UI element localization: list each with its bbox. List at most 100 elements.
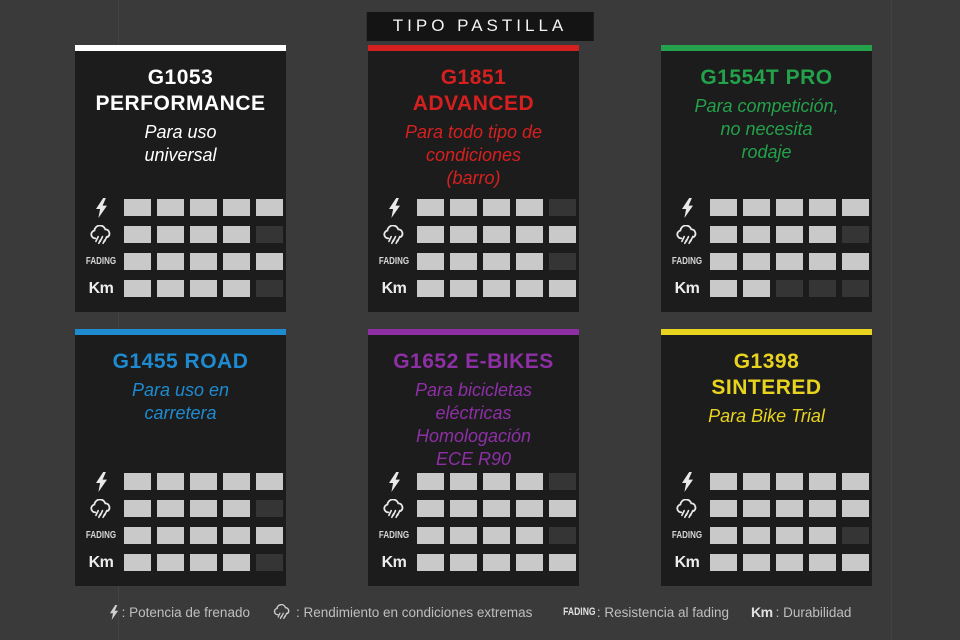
legend-item-label: : Potencia de frenado: [121, 604, 250, 620]
rating-square: [743, 500, 770, 517]
rain-icon: [374, 498, 414, 519]
fading-label: FADING: [85, 530, 117, 541]
rating-square: [124, 253, 151, 270]
rating-squares: [417, 527, 576, 544]
rating-square: [516, 500, 543, 517]
pad-card: G1455 ROAD Para uso en carretera FA: [75, 329, 286, 586]
card-title: G1851 ADVANCED: [412, 66, 535, 116]
rating-square: [157, 226, 184, 243]
lightning-icon: [81, 471, 121, 492]
card-accent-bar: [661, 329, 872, 335]
rating-row-fading: FADING: [81, 527, 286, 544]
rating-square: [417, 280, 444, 297]
lightning-icon: [109, 604, 119, 620]
rain-icon: [667, 498, 707, 519]
card-accent-bar: [368, 45, 579, 51]
legend-item-wet: : Rendimiento en condiciones extremas: [272, 604, 532, 620]
rating-row-power: [667, 197, 872, 218]
rating-square: [223, 500, 250, 517]
rating-square: [842, 253, 869, 270]
pad-card: G1652 E-BIKES Para bicicletas eléctricas…: [368, 329, 579, 586]
lightning-icon: [374, 471, 414, 492]
rating-square: [483, 199, 510, 216]
rating-square: [450, 473, 477, 490]
rating-square: [776, 554, 803, 571]
rating-square: [483, 253, 510, 270]
rating-square: [450, 500, 477, 517]
rating-square: [483, 500, 510, 517]
rating-row-wet: [374, 498, 579, 519]
card-subtitle: Para Bike Trial: [708, 406, 825, 427]
rating-square: [809, 226, 836, 243]
rating-square: [776, 500, 803, 517]
rating-square: [190, 500, 217, 517]
rating-square: [157, 280, 184, 297]
rating-square: [516, 280, 543, 297]
rating-squares: [417, 253, 576, 270]
legend-item-label: : Resistencia al fading: [596, 604, 729, 620]
rating-squares: [124, 226, 283, 243]
rating-square: [842, 473, 869, 490]
ratings-table: FADING Km: [661, 471, 872, 571]
rating-square: [256, 554, 283, 571]
pad-card: G1398 SINTERED Para Bike Trial FADI: [661, 329, 872, 586]
ratings-table: FADING Km: [75, 197, 286, 297]
page-title-text: TIPO PASTILLA: [392, 16, 568, 35]
fading-label: FADING: [378, 530, 410, 541]
card-accent-bar: [75, 45, 286, 51]
rating-square: [157, 253, 184, 270]
rating-squares: [417, 554, 576, 571]
rating-square: [190, 473, 217, 490]
rating-square: [842, 199, 869, 216]
rating-squares: [124, 527, 283, 544]
rating-square: [417, 527, 444, 544]
rating-square: [157, 554, 184, 571]
rating-square: [743, 527, 770, 544]
ratings-table: FADING Km: [368, 197, 579, 297]
rating-square: [743, 473, 770, 490]
rating-square: [157, 199, 184, 216]
rating-square: [549, 500, 576, 517]
rating-square: [549, 280, 576, 297]
rating-square: [256, 500, 283, 517]
lightning-icon: [81, 197, 121, 218]
rating-square: [549, 473, 576, 490]
rating-square: [223, 226, 250, 243]
rating-square: [157, 500, 184, 517]
fading-label: FADING: [85, 256, 117, 267]
rating-square: [417, 473, 444, 490]
rating-squares: [124, 500, 283, 517]
rating-squares: [710, 554, 869, 571]
rating-square: [776, 226, 803, 243]
rain-icon: [667, 224, 707, 245]
rating-square: [710, 500, 737, 517]
rating-square: [124, 473, 151, 490]
rating-square: [450, 280, 477, 297]
rating-row-km: Km: [374, 280, 579, 297]
rating-squares: [417, 199, 576, 216]
card-subtitle: Para bicicletas eléctricas Homologación …: [414, 380, 533, 470]
rating-row-fading: FADING: [374, 253, 579, 270]
rating-square: [710, 554, 737, 571]
rating-square: [256, 280, 283, 297]
rating-square: [190, 226, 217, 243]
rating-squares: [417, 500, 576, 517]
rating-row-power: [81, 471, 286, 492]
lightning-icon: [667, 197, 707, 218]
rating-square: [516, 473, 543, 490]
rating-square: [516, 226, 543, 243]
rating-row-power: [374, 197, 579, 218]
rating-square: [776, 527, 803, 544]
rating-square: [483, 473, 510, 490]
rating-square: [776, 199, 803, 216]
rating-square: [549, 527, 576, 544]
rating-squares: [710, 253, 869, 270]
rating-square: [809, 199, 836, 216]
rating-row-km: Km: [667, 280, 872, 297]
rating-square: [417, 500, 444, 517]
pad-card: G1851 ADVANCED Para todo tipo de condici…: [368, 45, 579, 312]
rating-square: [190, 199, 217, 216]
rating-row-fading: FADING: [667, 527, 872, 544]
pad-card: G1554T PRO Para competición, no necesita…: [661, 45, 872, 312]
rating-square: [450, 527, 477, 544]
